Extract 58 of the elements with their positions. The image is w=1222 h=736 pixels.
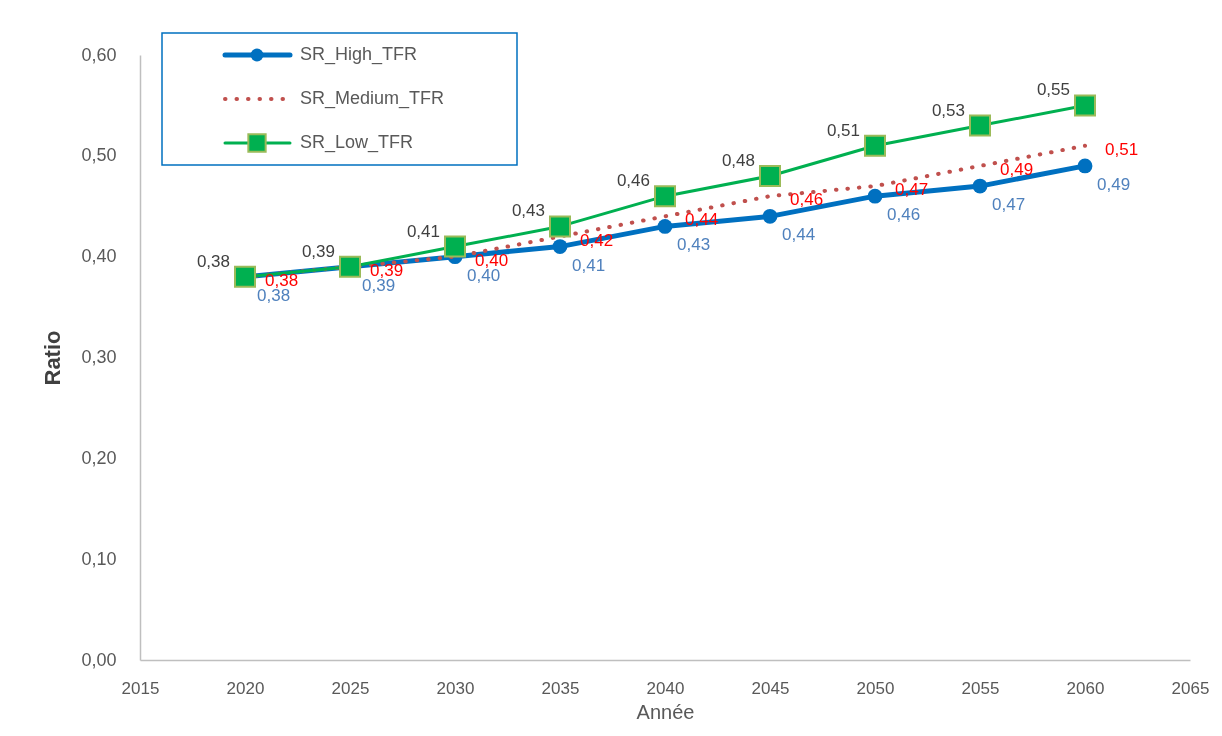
- data-label: 0,43: [511, 201, 545, 221]
- y-tick-label: 0,50: [81, 145, 117, 166]
- data-label: 0,38: [196, 251, 230, 271]
- x-tick-label: 2060: [1066, 678, 1105, 698]
- data-label: 0,41: [406, 221, 440, 241]
- x-tick-label: 2040: [646, 678, 685, 698]
- y-tick-label: 0,30: [81, 347, 117, 367]
- y-tick-label: 0,10: [81, 548, 117, 569]
- y-tick-label: 0,20: [81, 447, 117, 468]
- point: [234, 265, 256, 288]
- y-axis-title: Ratio: [40, 330, 66, 386]
- y-tick-label: 0,00: [81, 649, 117, 670]
- x-tick-label: 2045: [751, 678, 790, 698]
- point: [654, 185, 676, 208]
- point: [759, 165, 781, 187]
- legend-label: SR_Medium_TFR: [300, 88, 445, 109]
- data-label: 0,40: [475, 250, 509, 270]
- point: [549, 215, 571, 238]
- point: [972, 178, 988, 194]
- data-label: 0,51: [826, 120, 860, 140]
- y-tick-label: 0,60: [81, 44, 117, 65]
- x-tick-label: 2025: [331, 678, 370, 698]
- point: [1074, 94, 1096, 117]
- y-tick-label: 0,40: [81, 246, 117, 267]
- x-tick-label: 2015: [121, 678, 160, 698]
- data-label: 0,55: [1036, 80, 1070, 100]
- legend-label: SR_High_TFR: [300, 44, 418, 65]
- point: [864, 134, 886, 157]
- data-label: 0,49: [1000, 159, 1034, 179]
- x-tick-label: 2055: [961, 678, 1000, 698]
- point: [657, 219, 673, 234]
- x-tick-label: 2050: [856, 678, 895, 698]
- data-label: 0,43: [677, 235, 711, 255]
- x-tick-label: 2065: [1171, 678, 1210, 698]
- point: [552, 239, 568, 254]
- data-label: 0,46: [790, 190, 824, 210]
- point: [969, 114, 991, 137]
- data-label: 0,51: [1105, 139, 1139, 159]
- data-label: 0,48: [721, 151, 755, 170]
- data-label: 0,53: [931, 100, 965, 120]
- x-tick-label: 2020: [226, 678, 265, 698]
- data-label: 0,46: [887, 205, 921, 225]
- data-label: 0,41: [572, 255, 606, 275]
- point: [1077, 158, 1093, 174]
- x-axis-title: Année: [636, 700, 695, 723]
- point: [339, 255, 361, 278]
- point: [762, 208, 778, 224]
- legend-label: SR_Low_TFR: [300, 132, 414, 153]
- x-tick-label: 2030: [436, 678, 475, 698]
- point: [867, 188, 883, 204]
- x-tick-label: 2035: [541, 678, 580, 698]
- data-label: 0,49: [1097, 174, 1131, 194]
- data-label: 0,39: [370, 260, 404, 280]
- point: [444, 235, 466, 258]
- data-label: 0,44: [782, 225, 816, 245]
- data-label: 0,46: [616, 171, 650, 191]
- data-label: 0,47: [992, 195, 1026, 215]
- data-label: 0,39: [301, 241, 335, 261]
